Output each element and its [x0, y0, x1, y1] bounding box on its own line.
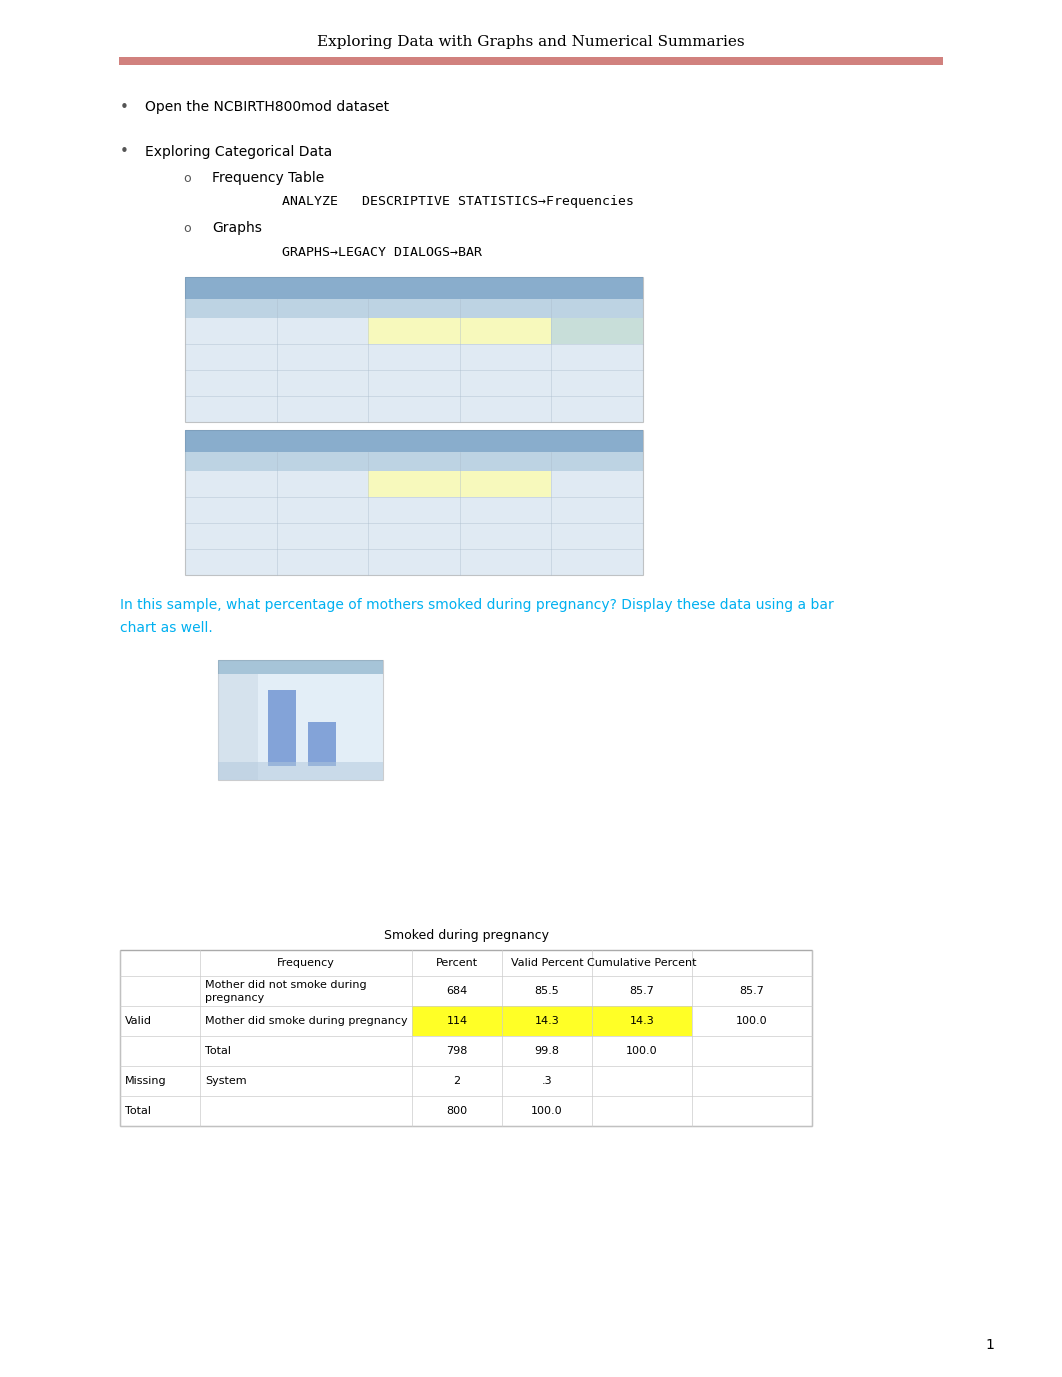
Text: 14.3: 14.3: [630, 1016, 654, 1026]
Text: System: System: [205, 1075, 246, 1086]
Text: 100.0: 100.0: [736, 1016, 768, 1026]
Text: Valid: Valid: [125, 1016, 152, 1026]
Text: Missing: Missing: [125, 1075, 167, 1086]
Text: Graphs: Graphs: [212, 220, 262, 235]
Text: 85.7: 85.7: [630, 986, 654, 996]
Text: •: •: [120, 99, 129, 114]
Text: Mother did not smoke during: Mother did not smoke during: [205, 980, 366, 990]
Bar: [185, 430, 643, 576]
Text: Open the NCBIRTH800mod dataset: Open the NCBIRTH800mod dataset: [145, 101, 389, 114]
Bar: [308, 722, 336, 766]
Bar: [185, 277, 643, 299]
Text: Cumulative Percent: Cumulative Percent: [587, 958, 697, 968]
Text: Total: Total: [205, 1047, 232, 1056]
Text: ANALYZE   DESCRIPTIVE STATISTICS→Frequencies: ANALYZE DESCRIPTIVE STATISTICS→Frequenci…: [282, 196, 634, 208]
Bar: [592, 1007, 692, 1036]
Bar: [551, 318, 643, 344]
Text: 114: 114: [446, 1016, 467, 1026]
Bar: [369, 318, 460, 344]
Text: In this sample, what percentage of mothers smoked during pregnancy? Display thes: In this sample, what percentage of mothe…: [120, 598, 834, 611]
Text: Exploring Data with Graphs and Numerical Summaries: Exploring Data with Graphs and Numerical…: [318, 34, 744, 50]
Bar: [120, 1007, 812, 1036]
Text: 798: 798: [446, 1047, 467, 1056]
Text: GRAPHS→LEGACY DIALOGS→BAR: GRAPHS→LEGACY DIALOGS→BAR: [282, 245, 482, 259]
Bar: [218, 761, 383, 779]
Text: Frequency Table: Frequency Table: [212, 171, 324, 185]
Bar: [258, 673, 383, 779]
Bar: [120, 950, 812, 976]
Text: •: •: [120, 145, 129, 160]
Bar: [120, 1096, 812, 1126]
Text: Exploring Categorical Data: Exploring Categorical Data: [145, 145, 332, 158]
Bar: [185, 430, 643, 452]
Bar: [120, 1066, 812, 1096]
Text: 1: 1: [986, 1338, 994, 1352]
Text: Valid Percent: Valid Percent: [511, 958, 583, 968]
Bar: [185, 452, 643, 471]
Bar: [460, 318, 551, 344]
Text: 684: 684: [446, 986, 467, 996]
Text: 14.3: 14.3: [534, 1016, 560, 1026]
Bar: [185, 277, 643, 421]
Text: o: o: [183, 222, 190, 234]
Text: Frequency: Frequency: [277, 958, 335, 968]
Bar: [119, 56, 943, 65]
Bar: [120, 950, 812, 1126]
Text: 2: 2: [453, 1075, 461, 1086]
Text: Total: Total: [125, 1106, 151, 1115]
Bar: [218, 673, 258, 779]
Text: 85.5: 85.5: [534, 986, 560, 996]
Text: pregnancy: pregnancy: [205, 993, 264, 1002]
Text: 800: 800: [446, 1106, 467, 1115]
Bar: [502, 1007, 592, 1036]
Text: chart as well.: chart as well.: [120, 621, 212, 635]
Bar: [120, 950, 812, 1126]
Bar: [120, 1036, 812, 1066]
Bar: [369, 471, 460, 497]
Text: Mother did smoke during pregnancy: Mother did smoke during pregnancy: [205, 1016, 408, 1026]
Text: 100.0: 100.0: [531, 1106, 563, 1115]
Bar: [460, 471, 551, 497]
Bar: [551, 318, 643, 344]
Text: .3: .3: [542, 1075, 552, 1086]
Text: 85.7: 85.7: [739, 986, 765, 996]
Text: Percent: Percent: [435, 958, 478, 968]
Text: Smoked during pregnancy: Smoked during pregnancy: [383, 929, 548, 942]
Text: 99.8: 99.8: [534, 1047, 560, 1056]
Bar: [412, 1007, 502, 1036]
Bar: [218, 660, 383, 779]
Bar: [185, 299, 643, 318]
Bar: [268, 690, 296, 766]
Text: 100.0: 100.0: [627, 1047, 657, 1056]
Bar: [120, 976, 812, 1007]
Text: o: o: [183, 172, 190, 185]
Bar: [218, 660, 383, 673]
